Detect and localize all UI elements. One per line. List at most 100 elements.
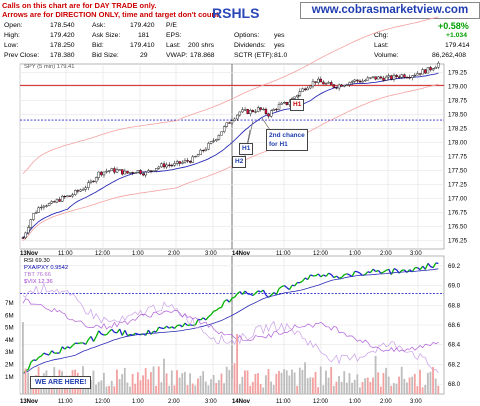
high-value: 179.420 xyxy=(50,32,75,39)
volume-bar xyxy=(113,386,116,394)
volume-bar xyxy=(176,370,178,394)
volume-bar xyxy=(335,381,338,394)
rsi-segment xyxy=(388,268,392,275)
candle-body xyxy=(58,199,61,202)
candle-body xyxy=(350,81,354,83)
volume-bar xyxy=(385,367,387,394)
candle-body xyxy=(212,140,215,142)
volume-bar xyxy=(194,385,197,394)
rsi-segment xyxy=(288,284,293,290)
candle-body xyxy=(105,170,108,173)
rsi-segment xyxy=(85,339,89,345)
ask-size-value: 181 xyxy=(138,32,150,39)
candle-body xyxy=(207,143,210,150)
volume-bar xyxy=(377,372,380,394)
price-x-tick: 2:00 xyxy=(380,251,392,257)
volume-bar xyxy=(372,377,374,394)
volume-bar xyxy=(102,372,105,394)
volume-bar xyxy=(419,369,421,394)
candle-body xyxy=(183,160,187,163)
high-label: High: xyxy=(4,32,20,39)
candle-body xyxy=(162,163,166,168)
rsi-segment xyxy=(241,290,246,295)
volume-bar xyxy=(285,370,288,394)
volume-bar xyxy=(406,382,408,394)
candle-body xyxy=(47,203,51,206)
volume-bar xyxy=(390,385,393,394)
volume-bar xyxy=(306,378,309,394)
volume-bar xyxy=(150,372,152,394)
bid-size-value: 29 xyxy=(140,52,148,59)
rsi-segment xyxy=(315,273,319,277)
candle-body xyxy=(168,164,171,166)
vix-line xyxy=(22,282,439,374)
ma-short xyxy=(22,72,439,239)
rsi-segment xyxy=(64,346,68,350)
candle-body xyxy=(27,227,30,234)
rsi-segment xyxy=(135,332,139,335)
volume-bar xyxy=(322,385,325,394)
vix-legend: $VIX 12.36 xyxy=(24,279,53,285)
candle-body xyxy=(191,156,195,163)
volume-tick: 7M xyxy=(5,300,14,307)
volume-bar xyxy=(233,363,236,394)
quote-stats: Open: 178.540 High: 179.420 Low: 178.250… xyxy=(0,20,480,64)
volume-bar xyxy=(131,373,134,394)
volume-bar xyxy=(178,377,181,394)
rsi-segment xyxy=(294,282,298,287)
rsi-segment xyxy=(320,274,324,278)
candle-body xyxy=(66,195,69,198)
volume-bar xyxy=(361,382,364,394)
candle-body xyxy=(348,82,351,85)
volume-bar xyxy=(392,383,395,394)
candle-body xyxy=(92,180,95,183)
candle-body xyxy=(249,110,252,114)
open-value: 178.540 xyxy=(50,22,75,29)
rsi-segment xyxy=(184,322,189,326)
price-x-tick: 1:00 xyxy=(132,251,144,257)
candle-body xyxy=(374,76,377,80)
volume-bar xyxy=(275,373,278,394)
candle-body xyxy=(76,190,80,192)
volume-bar xyxy=(147,379,150,394)
callout-second-line2: for H1 xyxy=(269,141,288,148)
volume-bar xyxy=(95,384,97,394)
volume-bar xyxy=(231,378,233,394)
volume-tick: 5M xyxy=(5,325,14,332)
candle-body xyxy=(157,166,161,169)
candle-body xyxy=(188,160,192,163)
candle-body xyxy=(113,168,116,173)
volume-bar xyxy=(29,385,32,394)
price-y-tick: 179.25 xyxy=(448,69,467,76)
volume-bar xyxy=(202,371,205,394)
candle-body xyxy=(194,155,197,158)
volume-bar xyxy=(398,376,400,394)
rsi-segment xyxy=(346,273,350,276)
rsi-segment xyxy=(372,268,377,272)
volume-bar xyxy=(116,369,118,394)
rsi-segment xyxy=(333,275,337,279)
candle-body xyxy=(131,172,134,174)
rsi-segment xyxy=(364,271,369,275)
price-y-tick: 178.75 xyxy=(448,97,467,104)
rsi-segment xyxy=(270,292,275,296)
candle-body xyxy=(199,149,202,155)
volume-bar xyxy=(379,386,382,394)
rsi-segment xyxy=(205,316,209,321)
volume-bar xyxy=(110,380,113,394)
rsi-segment xyxy=(262,289,267,296)
price-y-tick: 178.25 xyxy=(448,125,467,132)
candle-body xyxy=(306,87,309,91)
rsi-segment xyxy=(121,329,126,336)
candle-body xyxy=(322,81,325,85)
rsi-segment xyxy=(181,322,186,328)
candle-body xyxy=(387,75,390,78)
candle-body xyxy=(118,169,121,171)
open-label: Open: xyxy=(4,22,23,29)
candle-body xyxy=(301,88,304,92)
rsi-segment xyxy=(377,270,382,274)
rsi-segment xyxy=(383,269,387,273)
rsi-y-tick: 68.0 xyxy=(448,381,461,388)
candle-body xyxy=(24,232,27,239)
rsi-segment xyxy=(72,342,76,346)
